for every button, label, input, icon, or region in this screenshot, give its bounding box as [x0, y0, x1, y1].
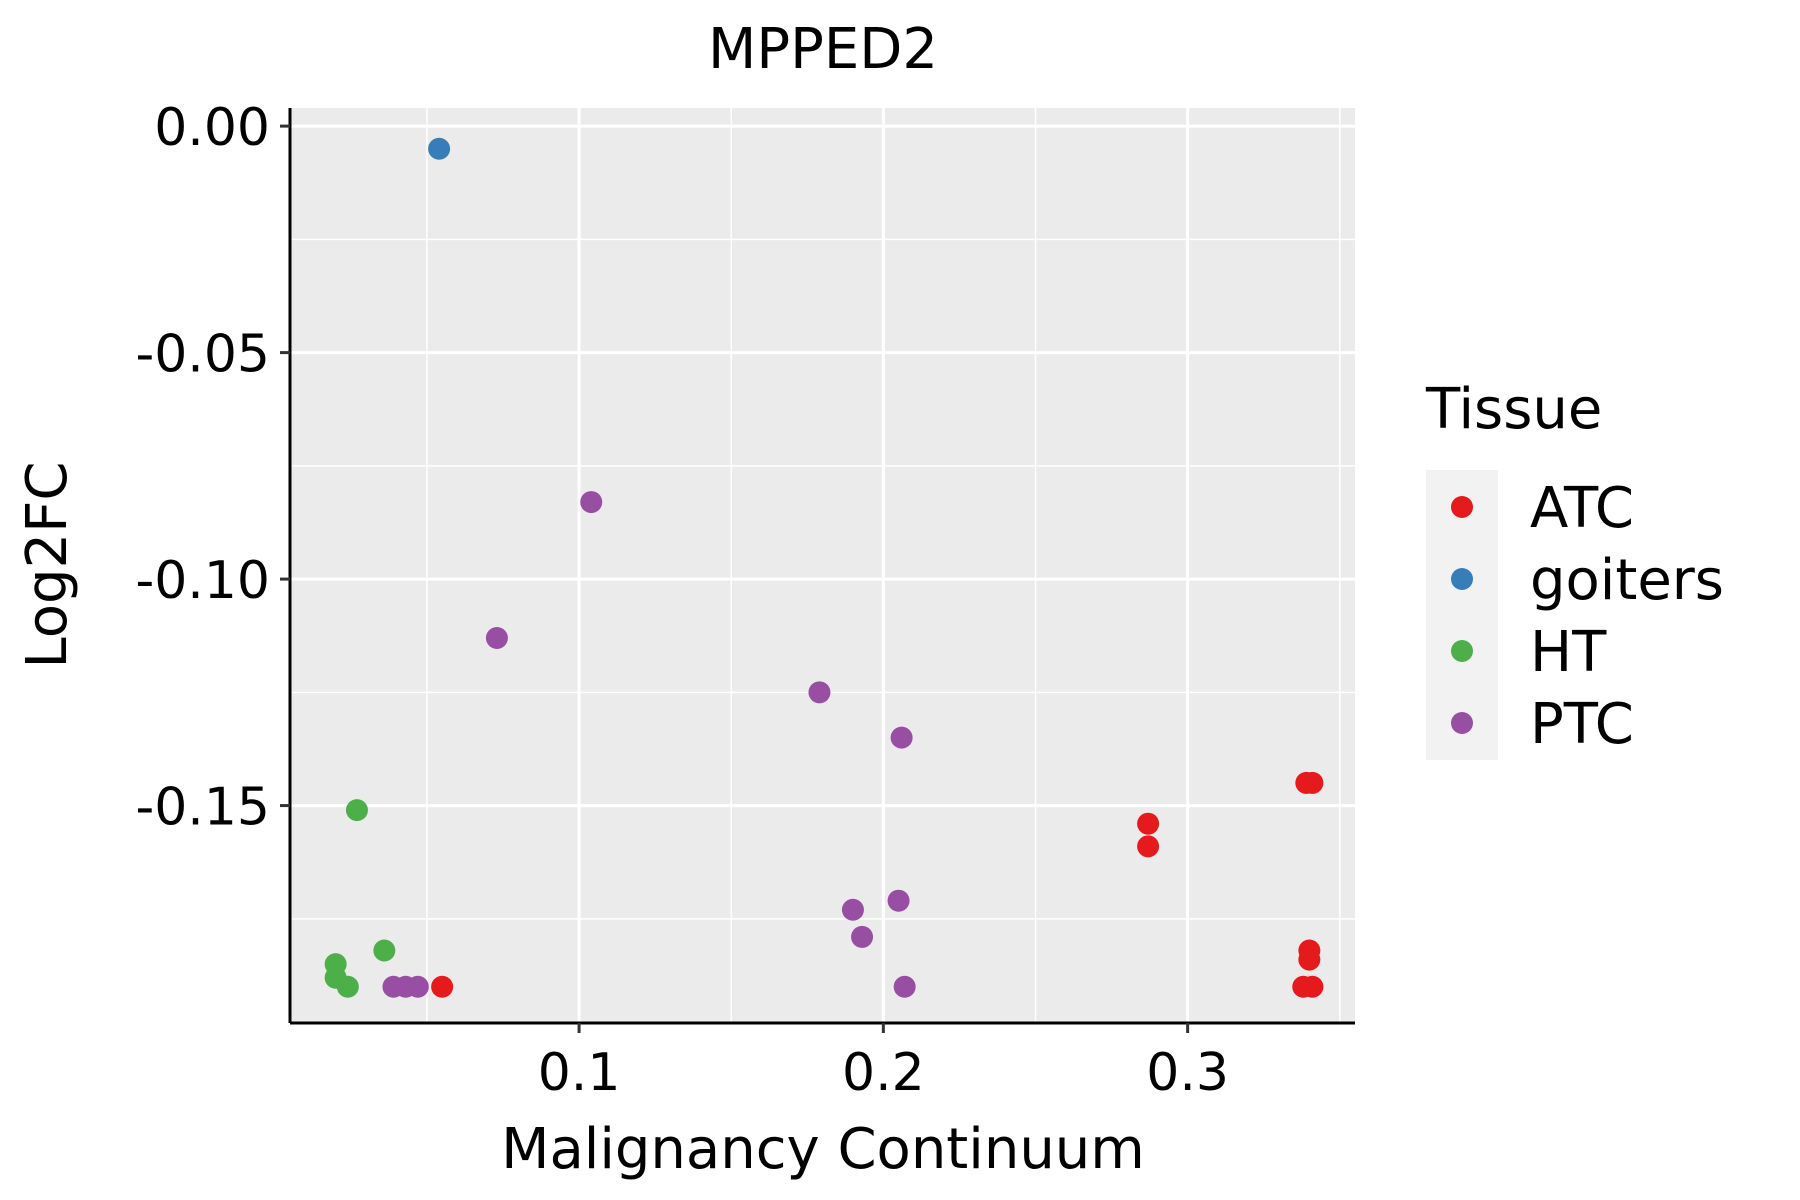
data-point-ht	[345, 799, 368, 822]
legend-entries: ATC goiters HT PTC	[1451, 476, 1724, 757]
legend-label-ptc: PTC	[1530, 692, 1634, 757]
x-axis-title: Malignancy Continuum	[501, 1117, 1145, 1182]
y-axis-ticks: 0.00 -0.05 -0.10 -0.15	[135, 98, 290, 838]
data-point-ptc	[406, 975, 429, 998]
x-tick-label: 0.1	[538, 1043, 621, 1103]
y-axis-title: Log2FC	[15, 462, 80, 669]
data-point-ptc	[580, 491, 603, 514]
data-point-atc	[1137, 812, 1160, 835]
y-tick-label: -0.15	[135, 778, 270, 838]
legend-title: Tissue	[1425, 377, 1602, 442]
legend-key-ptc	[1451, 712, 1473, 734]
legend-label-goiters: goiters	[1530, 548, 1724, 613]
y-tick-label: -0.10	[135, 551, 270, 611]
legend-key-ht	[1451, 640, 1473, 662]
legend-key-atc	[1451, 496, 1473, 518]
data-point-ptc	[808, 681, 831, 704]
x-axis-ticks: 0.1 0.2 0.3	[538, 1023, 1229, 1103]
legend-label-atc: ATC	[1530, 476, 1634, 541]
legend-label-ht: HT	[1530, 620, 1607, 685]
chart-title: MPPED2	[708, 17, 938, 82]
data-point-ht	[336, 975, 359, 998]
data-point-goiters	[428, 137, 451, 160]
data-point-ptc	[890, 726, 913, 749]
legend-key-goiters	[1451, 568, 1473, 590]
data-points	[324, 137, 1324, 998]
data-point-atc	[1298, 948, 1321, 971]
plot-panel	[290, 108, 1355, 1023]
data-point-ptc	[893, 975, 916, 998]
data-point-atc	[1301, 975, 1324, 998]
legend: Tissue ATC goiters HT PTC	[1425, 377, 1724, 760]
major-gridlines	[290, 108, 1355, 1023]
legend-key-background	[1426, 470, 1498, 760]
y-tick-label: -0.05	[135, 325, 270, 385]
x-tick-label: 0.3	[1146, 1043, 1229, 1103]
data-point-atc	[1301, 771, 1324, 794]
x-tick-label: 0.2	[842, 1043, 925, 1103]
data-point-atc	[1137, 835, 1160, 858]
data-point-ptc	[485, 626, 508, 649]
data-point-ptc	[841, 898, 864, 921]
y-tick-label: 0.00	[154, 98, 270, 158]
data-point-atc	[431, 975, 454, 998]
data-point-ht	[373, 939, 396, 962]
data-point-ptc	[851, 925, 874, 948]
data-point-ptc	[887, 889, 910, 912]
